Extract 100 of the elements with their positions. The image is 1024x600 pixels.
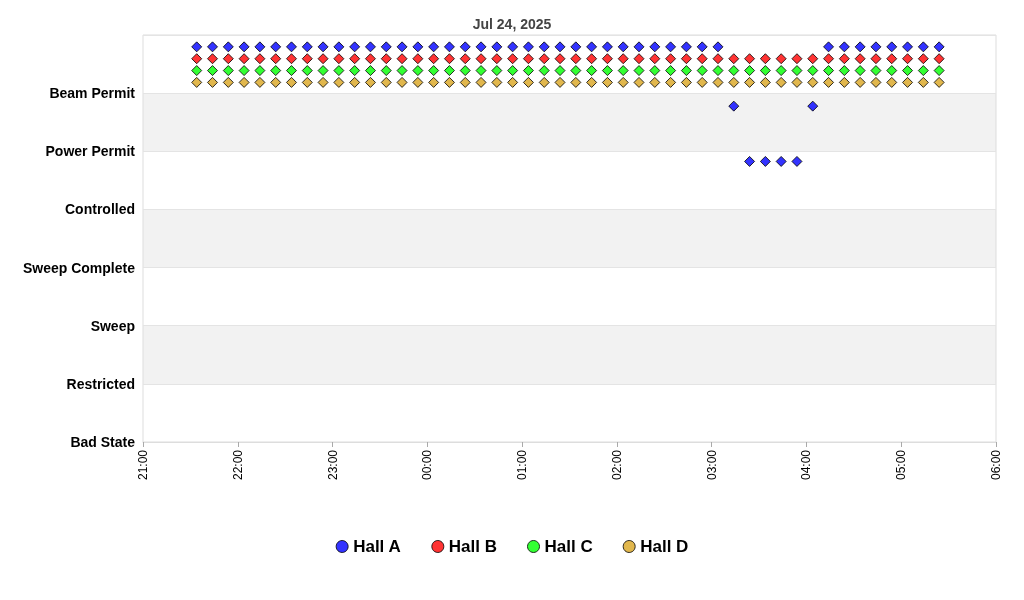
point [680,65,692,77]
point [191,53,203,65]
x-tick-label: 00:00 [420,449,435,481]
point [649,41,661,53]
point [554,65,566,77]
point [380,76,392,88]
legend-label: Hall D [640,537,689,556]
text: Bad State [70,434,136,450]
x-tick-label: 21:00 [136,449,150,481]
point [301,41,313,53]
point [412,65,424,77]
point [665,41,677,53]
point [586,53,598,65]
point [823,76,835,88]
point [902,65,914,77]
point [475,41,487,53]
text: Sweep [90,317,135,334]
point [459,41,471,53]
point [617,53,629,65]
x-tick-label: 03:00 [704,449,719,481]
x-tick-label: 02:00 [609,449,624,481]
point [380,41,392,53]
point [317,76,329,88]
point [364,65,376,77]
point [775,65,787,77]
x-tick-label: 06:00 [989,449,1003,481]
point [285,41,297,53]
point [886,65,898,77]
point [238,65,250,77]
x-tick-label: 05:00 [894,449,909,481]
point [554,76,566,88]
point [507,65,519,77]
point [317,53,329,65]
x-tick-label: 01:00 [515,449,530,481]
point [823,41,835,53]
point [791,53,803,65]
point [270,53,282,65]
point [285,53,297,65]
point [301,76,313,88]
point [301,53,313,65]
point [586,65,598,77]
point [696,41,708,53]
point [333,53,345,65]
point [507,76,519,88]
point [207,76,218,88]
point [917,41,929,53]
point [396,76,408,88]
point [333,41,345,53]
point [728,100,740,112]
point [475,53,487,65]
point [207,41,218,53]
point [254,65,266,77]
point [854,41,866,53]
point [443,53,455,65]
point [870,53,882,65]
point [759,155,771,167]
point [838,41,850,53]
point [538,65,550,77]
point [270,41,282,53]
point [807,76,819,88]
point [728,53,740,65]
point [649,76,661,88]
point [333,76,345,88]
point [475,76,487,88]
point [538,53,550,65]
point [775,155,787,167]
point [917,53,929,65]
point [443,65,455,77]
point [491,65,503,77]
point [712,41,724,53]
point [349,41,361,53]
point [854,53,866,65]
point [507,41,519,53]
point [791,155,803,167]
point [791,65,803,77]
point [744,53,756,65]
point [570,76,582,88]
point [443,41,455,53]
point [902,53,914,65]
point [665,76,677,88]
point [491,76,503,88]
point [838,65,850,77]
point [333,65,345,77]
point [665,65,677,77]
point [412,76,424,88]
point [380,53,392,65]
point [933,76,945,88]
point [712,76,724,88]
point [475,65,487,77]
point [870,76,882,88]
point [775,76,787,88]
point [696,53,708,65]
point [744,65,756,77]
point [791,76,803,88]
point [222,53,234,65]
point [191,41,203,53]
point [886,53,898,65]
point [285,76,297,88]
point [254,76,266,88]
point [522,65,534,77]
